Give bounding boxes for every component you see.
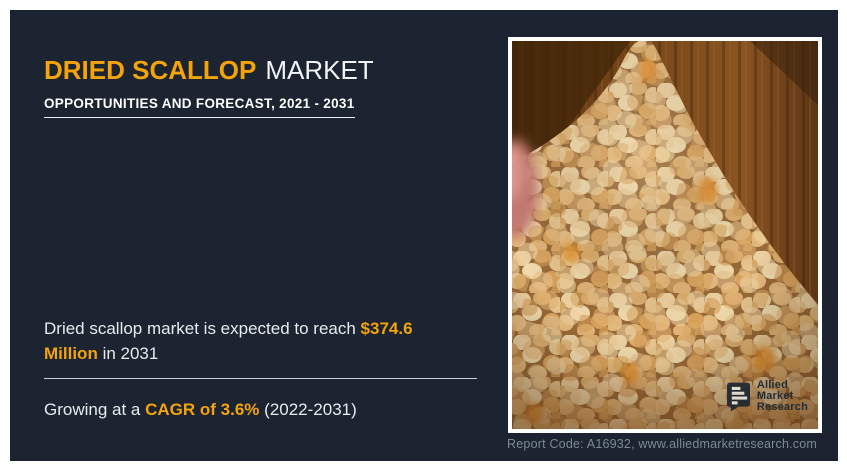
- market-value-text-before: Dried scallop market is expected to reac…: [44, 319, 356, 338]
- headline-block: DRIED SCALLOP MARKET OPPORTUNITIES AND FO…: [44, 55, 374, 118]
- amr-logo-icon: [726, 382, 750, 411]
- dried-scallops-image: [512, 41, 818, 429]
- market-value-statement: Dried scallop market is expected to reac…: [44, 316, 504, 366]
- title-rest: MARKET: [265, 55, 374, 85]
- cagr-text-before: Growing at a: [44, 400, 141, 419]
- report-code: Report Code: A16932, www.alliedmarketres…: [507, 437, 817, 451]
- amr-logo-watermark: Allied Market Research: [726, 379, 808, 413]
- banner-panel: DRIED SCALLOP MARKET OPPORTUNITIES AND FO…: [10, 10, 838, 461]
- cagr-text-after: (2022-2031): [264, 400, 357, 419]
- cagr-value: CAGR of 3.6%: [145, 400, 260, 419]
- subtitle: OPPORTUNITIES AND FORECAST, 2021 - 2031: [44, 96, 355, 118]
- scallop-pile: [512, 41, 818, 429]
- scallop-photo: Allied Market Research: [512, 41, 818, 429]
- page-title: DRIED SCALLOP MARKET: [44, 55, 374, 85]
- scallop-photo-frame: Allied Market Research: [508, 37, 822, 433]
- market-value-amount: $374.6: [360, 319, 413, 338]
- title-highlight: DRIED SCALLOP: [44, 55, 257, 85]
- cagr-statement: Growing at a CAGR of 3.6% (2022-2031): [44, 397, 357, 422]
- market-value-unit: Million: [44, 344, 98, 363]
- market-value-text-after: in 2031: [102, 344, 159, 363]
- divider-line: [44, 378, 477, 379]
- amr-logo-text: Allied Market Research: [756, 379, 808, 413]
